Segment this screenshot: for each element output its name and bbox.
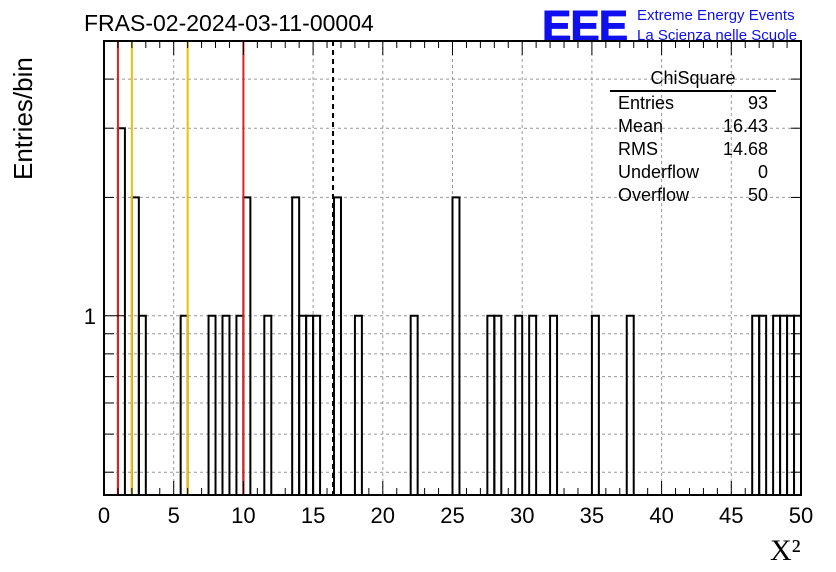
histogram-bin [528,314,538,495]
histogram-bin [137,314,147,495]
eee-logo-text: Extreme Energy Events La Scienza nelle S… [637,6,797,46]
stats-row-label: Mean [618,116,664,136]
histogram-bin [312,314,322,495]
histogram-bin [625,314,635,495]
stats-row: Overflow 50 [610,184,776,207]
chart-title: FRAS-02-2024-03-11-00004 [84,10,374,36]
histogram-bin [486,314,496,495]
x-tick-label: 30 [510,503,534,528]
histogram-bin [514,314,524,495]
histogram-bin [493,314,503,495]
histogram-bin [772,314,782,495]
histogram-bin [758,314,768,495]
stats-row: Mean 16.43 [610,115,776,138]
x-tick-label: 35 [580,503,604,528]
histogram-bin [221,314,231,495]
eee-logo-line1: Extreme Energy Events [637,7,795,24]
histogram-bin [207,314,217,495]
x-tick-label: 0 [98,503,110,528]
x-tick-label: 15 [301,503,325,528]
histogram-bin [291,196,301,495]
eee-logo: EEE Extreme Energy Events La Scienza nel… [541,2,797,52]
stats-row-label: Underflow [618,162,700,182]
stats-row-value: 16.43 [722,116,768,136]
histogram-bin [793,314,802,495]
histogram-bin [305,314,315,495]
histogram-bin [451,196,461,495]
histogram-bin [242,196,252,495]
x-tick-label: 45 [719,503,743,528]
histogram-bin [235,314,245,495]
histogram-bin [298,314,308,495]
stats-row: Entries 93 [610,92,776,115]
stats-row-label: Entries [618,93,675,113]
x-tick-label: 25 [440,503,464,528]
histogram-bin [179,314,189,495]
stats-row-value: 14.68 [722,139,768,159]
x-tick-label: 50 [789,503,813,528]
stats-row: Underflow 0 [610,161,776,184]
stats-row-label: RMS [618,139,658,159]
histogram-bin [333,196,342,495]
histogram-bin [786,314,796,495]
x-tick-label: 40 [649,503,673,528]
x-tick-label: 5 [168,503,180,528]
stats-row-value: 93 [747,93,768,113]
eee-logo-line2: La Scienza nelle Scuole [637,27,798,44]
stats-box-title: ChiSquare [610,68,776,92]
histogram-bin [353,314,363,495]
x-tick-label: 10 [231,503,255,528]
stats-row-label: Overflow [618,185,690,205]
histogram-bin [590,314,600,495]
histogram-bin [263,314,273,495]
stats-box: ChiSquare Entries 93 Mean 16.43 RMS 14.68 Unde… [610,68,776,207]
y-tick-label: 1 [84,304,96,329]
histogram-bin [116,127,126,495]
stats-row-value: 0 [757,162,768,182]
histogram-bin [779,314,789,495]
x-axis-label: X² [770,534,801,567]
stats-row: RMS 14.68 [610,138,776,161]
histogram-bin [549,314,559,495]
stats-rows: Entries 93 Mean 16.43 RMS 14.68 Underflow 0 Over… [610,92,776,207]
histogram-bin [130,196,140,495]
stats-row-value: 50 [747,185,768,205]
histogram-bin [409,314,419,495]
x-tick-label: 20 [371,503,395,528]
histogram-bin [751,314,761,495]
eee-logo-mark: EEE [541,2,628,52]
